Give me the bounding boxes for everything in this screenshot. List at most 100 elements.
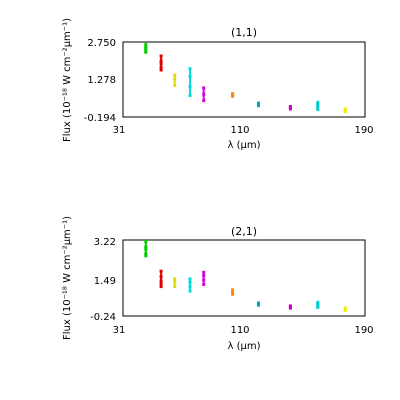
y-tick-label-1-1: 1.278 bbox=[87, 75, 116, 86]
data-point-2-3-3 bbox=[173, 277, 177, 281]
series-1-6 bbox=[231, 92, 235, 98]
x-axis-label-2: λ (μm) bbox=[227, 341, 260, 352]
x-tick-label-1-2: 190 bbox=[354, 125, 373, 136]
data-point-1-9-4 bbox=[316, 100, 320, 104]
data-point-2-2-5 bbox=[159, 281, 163, 285]
data-point-1-3-1 bbox=[173, 83, 177, 87]
series-2-9 bbox=[316, 300, 320, 309]
series-1-5 bbox=[202, 86, 206, 103]
chart-title-2: (2,1) bbox=[231, 225, 257, 238]
data-point-2-7-3 bbox=[257, 301, 260, 305]
data-point-1-1-4 bbox=[144, 45, 148, 49]
data-point-2-5-4 bbox=[202, 270, 206, 274]
data-point-2-2-3 bbox=[159, 269, 163, 273]
data-point-1-5-1 bbox=[202, 99, 206, 103]
data-point-1-4-2 bbox=[188, 85, 192, 89]
data-point-1-9-3 bbox=[316, 102, 320, 106]
data-point-1-2-3 bbox=[159, 54, 163, 58]
y-tick-label-2-2: -0.24 bbox=[90, 312, 116, 323]
series-2-6 bbox=[231, 288, 235, 296]
series-2-4 bbox=[188, 277, 192, 293]
chart-title-1: (1,1) bbox=[231, 26, 257, 39]
data-point-2-3-1 bbox=[173, 285, 177, 289]
series-2-10 bbox=[343, 306, 347, 312]
data-point-1-4-1 bbox=[188, 94, 192, 97]
data-point-2-6-2 bbox=[231, 290, 235, 294]
series-1-3 bbox=[173, 73, 177, 87]
series-2-3 bbox=[173, 277, 177, 289]
series-1-2 bbox=[159, 54, 163, 72]
data-point-1-4-3 bbox=[188, 74, 192, 78]
data-point-1-10-3 bbox=[343, 107, 347, 111]
data-point-2-1-3 bbox=[144, 240, 148, 243]
data-point-2-10-3 bbox=[343, 306, 347, 310]
data-point-1-3-2 bbox=[173, 77, 177, 81]
data-point-1-1-3 bbox=[144, 43, 148, 46]
data-point-2-5-1 bbox=[202, 282, 206, 286]
data-point-1-9-1 bbox=[316, 108, 320, 111]
y-axis-label-1: Flux (10⁻¹⁸ W cm⁻²μm⁻¹) bbox=[62, 18, 73, 142]
y-axis-label-2: Flux (10⁻¹⁸ W cm⁻²μm⁻¹) bbox=[62, 216, 73, 340]
plot-frame-1 bbox=[122, 41, 366, 118]
data-point-1-4-4 bbox=[188, 67, 192, 71]
data-point-2-1-1 bbox=[144, 254, 148, 258]
series-2-8 bbox=[288, 304, 292, 310]
data-point-1-9-2 bbox=[316, 105, 320, 109]
data-point-2-5-3 bbox=[202, 274, 206, 278]
data-point-2-1-5 bbox=[144, 252, 148, 256]
x-tick-label-1-0: 31 bbox=[113, 125, 126, 136]
data-point-1-8-3 bbox=[288, 105, 292, 108]
chart-panel-2: (2,1) λ (μm) Flux (10⁻¹⁸ W cm⁻²μm⁻¹) 3.2… bbox=[62, 216, 374, 352]
y-tick-label-2-1: 1.49 bbox=[94, 276, 116, 287]
plot-frame-2 bbox=[122, 239, 366, 317]
series-2-1 bbox=[144, 240, 148, 258]
data-point-1-7-3 bbox=[257, 101, 260, 105]
series-2-5 bbox=[202, 270, 206, 286]
series-1-4 bbox=[188, 67, 192, 97]
y-tick-label-2-0: 3.22 bbox=[94, 237, 116, 248]
y-tick-label-1-0: 2.750 bbox=[87, 38, 116, 49]
series-1-1 bbox=[144, 43, 148, 54]
data-point-2-2-4 bbox=[159, 275, 163, 279]
data-marks-1 bbox=[144, 43, 347, 113]
data-marks-2 bbox=[144, 240, 347, 312]
x-tick-label-1-1: 110 bbox=[230, 125, 249, 136]
data-point-2-9-3 bbox=[316, 302, 320, 306]
data-point-1-1-5 bbox=[144, 49, 148, 53]
series-1-8 bbox=[288, 105, 292, 111]
series-2-7 bbox=[257, 301, 260, 307]
data-point-2-4-3 bbox=[188, 280, 192, 284]
data-point-2-5-2 bbox=[202, 278, 206, 282]
data-point-1-5-3 bbox=[202, 86, 206, 90]
x-tick-label-2-0: 31 bbox=[113, 325, 126, 336]
data-point-1-2-1 bbox=[159, 68, 163, 72]
data-point-1-5-2 bbox=[202, 92, 206, 96]
data-point-2-4-1 bbox=[188, 289, 192, 293]
data-point-2-1-4 bbox=[144, 245, 148, 249]
data-point-2-8-3 bbox=[288, 304, 292, 308]
chart-panel-1: (1,1) λ (μm) Flux (10⁻¹⁸ W cm⁻²μm⁻¹) 2.7… bbox=[62, 18, 374, 151]
data-point-2-2-2 bbox=[159, 279, 163, 283]
data-point-2-1-2 bbox=[144, 247, 148, 251]
data-point-2-4-2 bbox=[188, 285, 192, 289]
data-point-2-6-3 bbox=[231, 288, 235, 292]
x-axis-label-1: λ (μm) bbox=[227, 140, 260, 151]
data-point-1-2-2 bbox=[159, 62, 163, 66]
x-tick-label-2-1: 110 bbox=[230, 325, 249, 336]
data-point-1-6-3 bbox=[231, 92, 235, 96]
data-point-2-9-4 bbox=[316, 300, 320, 304]
series-1-10 bbox=[343, 107, 347, 113]
series-1-9 bbox=[316, 100, 320, 111]
series-2-2 bbox=[159, 269, 163, 289]
x-tick-label-2-2: 190 bbox=[354, 325, 373, 336]
data-point-1-2-4 bbox=[159, 59, 163, 63]
y-tick-label-1-2: -0.194 bbox=[84, 113, 116, 124]
data-point-1-3-3 bbox=[173, 73, 177, 77]
data-point-2-3-2 bbox=[173, 280, 177, 284]
data-point-2-4-4 bbox=[188, 277, 192, 281]
data-point-2-2-1 bbox=[159, 285, 163, 289]
data-point-2-9-2 bbox=[316, 304, 320, 308]
data-point-1-2-5 bbox=[159, 66, 163, 69]
data-point-2-6-1 bbox=[231, 292, 235, 296]
